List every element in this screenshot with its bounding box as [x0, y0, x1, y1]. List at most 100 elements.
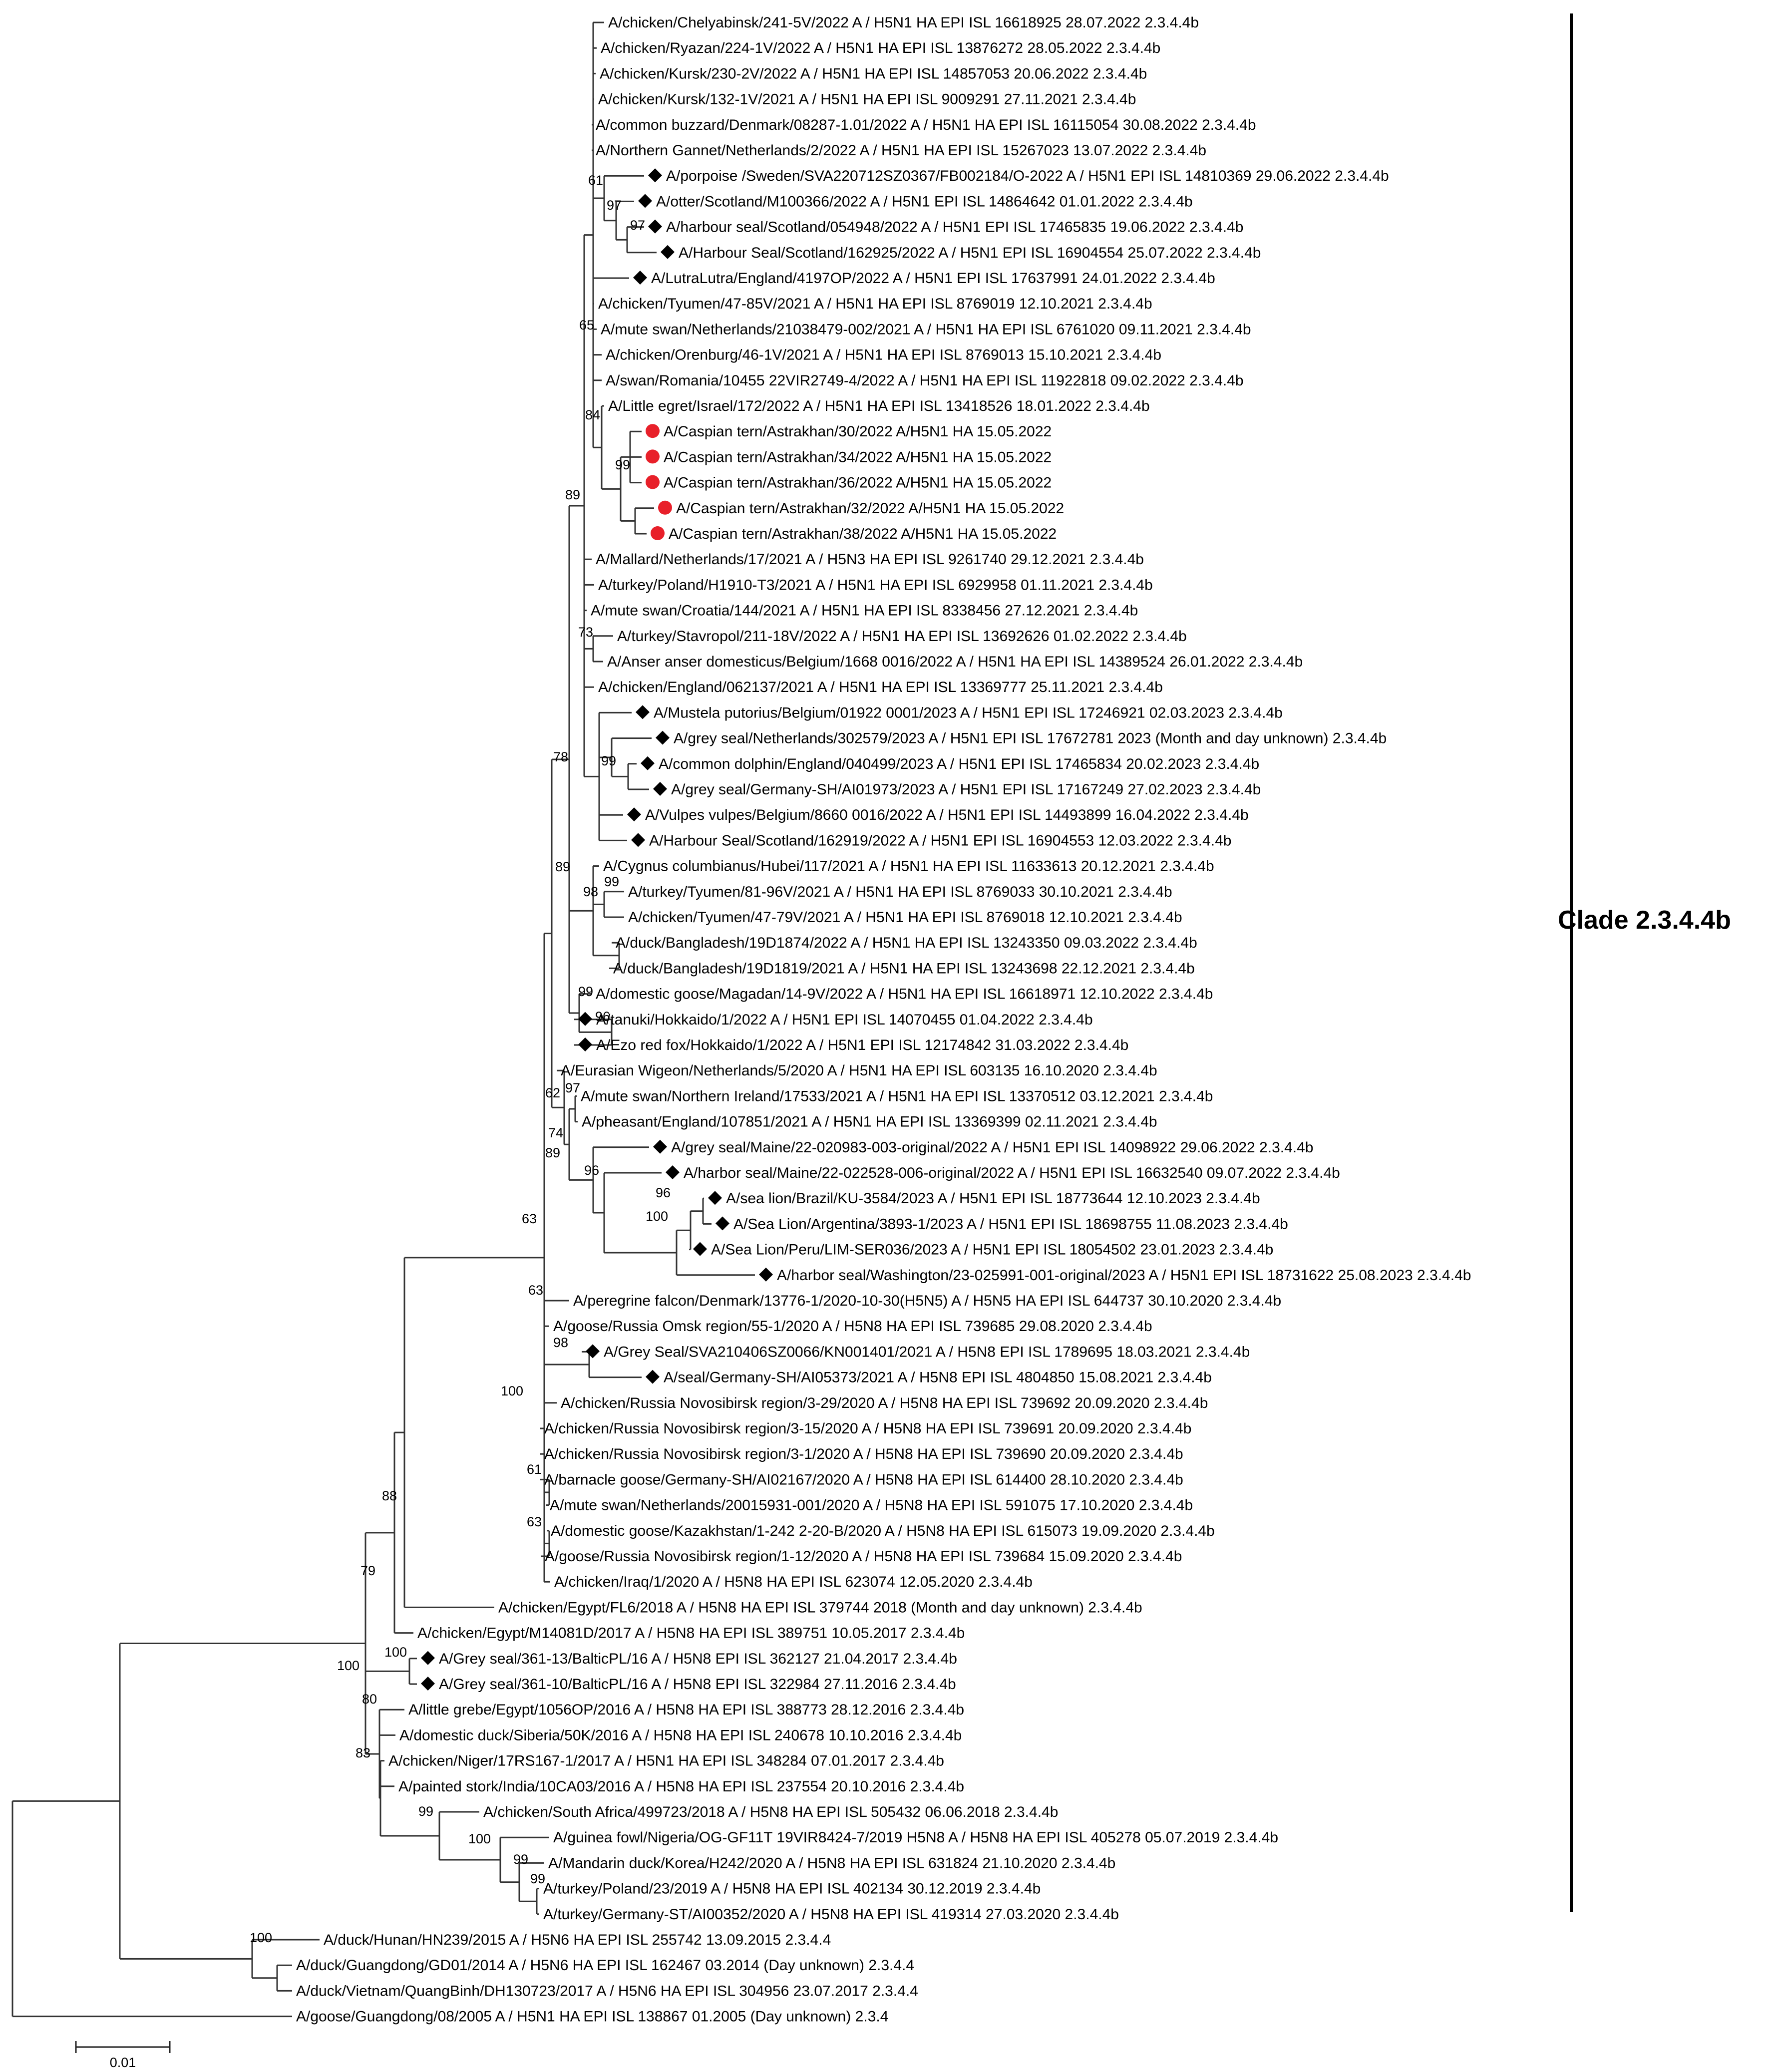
- tip-label: A/Mustela putorius/Belgium/01922 0001/20…: [654, 704, 1283, 721]
- black-diamond-marker: [636, 705, 650, 719]
- tip-label: A/LutraLutra/England/4197OP/2022 A / H5N…: [651, 270, 1215, 287]
- tip-label: A/goose/Guangdong/08/2005 A / H5N1 HA EP…: [296, 2009, 888, 2025]
- bootstrap-value: 88: [382, 1488, 397, 1503]
- tip-label: A/Harbour Seal/Scotland/162919/2022 A / …: [649, 832, 1231, 849]
- tip-label: A/peregrine falcon/Denmark/13776-1/2020-…: [573, 1293, 1281, 1309]
- tip-label: A/Grey seal/361-10/BalticPL/16 A / H5N8 …: [439, 1676, 956, 1693]
- black-diamond-marker: [627, 807, 641, 822]
- bootstrap-value: 100: [337, 1658, 359, 1673]
- tip-label: A/turkey/Poland/23/2019 A / H5N8 HA EPI …: [543, 1881, 1041, 1897]
- bootstrap-value: 99: [513, 1852, 528, 1867]
- tip-label: A/Cygnus columbianus/Hubei/117/2021 A / …: [603, 858, 1214, 875]
- tip-label: A/barnacle goose/Germany-SH/AI02167/2020…: [544, 1471, 1183, 1488]
- tip-label: A/grey seal/Maine/22-020983-003-original…: [671, 1139, 1313, 1156]
- black-diamond-marker: [666, 1165, 680, 1179]
- bootstrap-value: 100: [468, 1831, 491, 1846]
- tip-label: A/chicken/Kursk/132-1V/2021 A / H5N1 HA …: [598, 91, 1136, 108]
- tip-label: A/Ezo red fox/Hokkaido/1/2022 A / H5N1 E…: [596, 1037, 1128, 1053]
- tip-label: A/turkey/Stavropol/211-18V/2022 A / H5N1…: [617, 628, 1187, 645]
- black-diamond-marker: [421, 1677, 435, 1691]
- tip-label: A/Caspian tern/Astrakhan/38/2022 A/H5N1 …: [669, 526, 1057, 542]
- tip-label: A/domestic duck/Siberia/50K/2016 A / H5N…: [399, 1727, 962, 1743]
- bootstrap-values: 6197976584998973997898998999969762749696…: [250, 173, 671, 1945]
- bootstrap-value: 84: [585, 407, 600, 422]
- tip-label: A/painted stork/India/10CA03/2016 A / H5…: [398, 1778, 964, 1795]
- tip-label: A/domestic goose/Magadan/14-9V/2022 A / …: [596, 986, 1213, 1003]
- tip-label: A/grey seal/Netherlands/302579/2023 A / …: [674, 730, 1387, 747]
- bootstrap-value: 73: [578, 625, 593, 640]
- tip-label: A/chicken/Chelyabinsk/241-5V/2022 A / H5…: [608, 14, 1199, 31]
- black-diamond-marker: [646, 1370, 660, 1384]
- tip-label: A/Mallard/Netherlands/17/2021 A / H5N3 H…: [596, 551, 1144, 568]
- bootstrap-value: 99: [418, 1804, 433, 1819]
- tip-label: A/Sea Lion/Argentina/3893-1/2023 A / H5N…: [733, 1216, 1288, 1232]
- bootstrap-value: 97: [607, 198, 622, 213]
- bootstrap-value: 61: [527, 1462, 542, 1477]
- tip-label: A/duck/Bangladesh/19D1819/2021 A / H5N1 …: [613, 960, 1195, 977]
- black-diamond-marker: [633, 271, 647, 285]
- tip-label: A/Vulpes vulpes/Belgium/8660 0016/2022 A…: [645, 807, 1249, 823]
- black-diamond-marker: [421, 1651, 435, 1665]
- bootstrap-value: 96: [595, 1009, 610, 1024]
- tip-label: A/sea lion/Brazil/KU-3584/2023 A / H5N1 …: [726, 1190, 1260, 1207]
- tip-label: A/chicken/England/062137/2021 A / H5N1 H…: [598, 679, 1163, 695]
- tip-label: A/Grey Seal/SVA210406SZ0066/KN001401/202…: [604, 1344, 1250, 1360]
- tip-label: A/chicken/Russia Novosibirsk region/3-15…: [544, 1420, 1191, 1437]
- tip-label: A/chicken/Ryazan/224-1V/2022 A / H5N1 HA…: [601, 40, 1160, 56]
- tip-label: A/guinea fowl/Nigeria/OG-GF11T 19VIR8424…: [553, 1829, 1278, 1846]
- tip-label: A/turkey/Poland/H1910-T3/2021 A / H5N1 H…: [598, 577, 1153, 593]
- tip-label: A/Little egret/Israel/172/2022 A / H5N1 …: [608, 398, 1150, 414]
- tip-label: A/porpoise /Sweden/SVA220712SZ0367/FB002…: [666, 168, 1389, 184]
- black-diamond-marker: [586, 1344, 600, 1359]
- tip-label: A/chicken/Russia Novosibirsk region/3-29…: [561, 1395, 1208, 1411]
- tip-label: A/Harbour Seal/Scotland/162925/2022 A / …: [679, 245, 1261, 261]
- clade-label: Clade 2.3.4.4b: [1558, 906, 1731, 935]
- tip-label: A/goose/Russia Omsk region/55-1/2020 A /…: [553, 1318, 1152, 1335]
- tip-label: A/harbor seal/Maine/22-022528-006-origin…: [684, 1165, 1340, 1181]
- tip-label: A/seal/Germany-SH/AI05373/2021 A / H5N8 …: [664, 1370, 1212, 1386]
- black-diamond-marker: [661, 245, 675, 259]
- bootstrap-value: 100: [250, 1930, 272, 1945]
- red-circle-marker: [646, 424, 660, 438]
- tip-label: A/mute swan/Netherlands/20015931-001/202…: [550, 1497, 1193, 1514]
- tip-label: A/mute swan/Northern Ireland/17533/2021 …: [581, 1088, 1213, 1104]
- bootstrap-value: 83: [356, 1745, 370, 1760]
- tip-label: A/Mandarin duck/Korea/H242/2020 A / H5N8…: [548, 1855, 1115, 1871]
- bootstrap-value: 63: [522, 1211, 537, 1226]
- red-circle-marker: [651, 526, 665, 540]
- tip-label: A/otter/Scotland/M100366/2022 A / H5N1 E…: [656, 193, 1193, 210]
- tip-label: A/tanuki/Hokkaido/1/2022 A / H5N1 EPI IS…: [596, 1012, 1093, 1028]
- bootstrap-value: 97: [630, 218, 645, 233]
- black-diamond-marker: [708, 1191, 722, 1205]
- bootstrap-value: 96: [656, 1185, 671, 1200]
- tip-label: A/harbour seal/Scotland/054948/2022 A / …: [666, 219, 1243, 236]
- tip-label: A/chicken/Egypt/M14081D/2017 A / H5N8 HA…: [417, 1625, 965, 1642]
- black-diamond-marker: [648, 219, 662, 234]
- tip-label: A/duck/Hunan/HN239/2015 A / H5N6 HA EPI …: [324, 1932, 831, 1948]
- tip-label: A/duck/Bangladesh/19D1874/2022 A / H5N1 …: [616, 935, 1197, 951]
- bootstrap-value: 98: [583, 884, 598, 899]
- tip-label: A/chicken/Orenburg/46-1V/2021 A / H5N1 H…: [606, 347, 1161, 363]
- tip-label: A/chicken/Kursk/230-2V/2022 A / H5N1 HA …: [600, 65, 1147, 82]
- tip-labels: A/chicken/Chelyabinsk/241-5V/2022 A / H5…: [296, 14, 1471, 2025]
- scale-bar-label: 0.01: [110, 2055, 136, 2070]
- tip-label: A/chicken/Tyumen/47-79V/2021 A / H5N1 HA…: [628, 909, 1182, 926]
- tip-label: A/harbor seal/Washington/23-025991-001-o…: [777, 1267, 1471, 1284]
- tip-label: A/common buzzard/Denmark/08287-1.01/2022…: [596, 117, 1256, 133]
- tip-label: A/Caspian tern/Astrakhan/32/2022 A/H5N1 …: [676, 500, 1064, 517]
- red-circle-marker: [646, 449, 660, 464]
- tip-label: A/little grebe/Egypt/1056OP/2016 A / H5N…: [408, 1702, 964, 1718]
- tree-branches: [11, 21, 755, 2018]
- tip-label: A/Anser anser domesticus/Belgium/1668 00…: [607, 654, 1303, 670]
- bootstrap-value: 98: [553, 1335, 568, 1350]
- tip-label: A/Northern Gannet/Netherlands/2/2022 A /…: [596, 142, 1206, 159]
- tip-label: A/common dolphin/England/040499/2023 A /…: [659, 756, 1259, 772]
- black-diamond-marker: [715, 1216, 729, 1231]
- black-diamond-marker: [648, 168, 662, 183]
- tip-label: A/turkey/Tyumen/81-96V/2021 A / H5N1 HA …: [628, 884, 1172, 900]
- bootstrap-value: 89: [565, 487, 580, 502]
- black-diamond-marker: [656, 730, 670, 745]
- bootstrap-value: 78: [553, 749, 568, 764]
- black-diamond-marker: [641, 756, 655, 770]
